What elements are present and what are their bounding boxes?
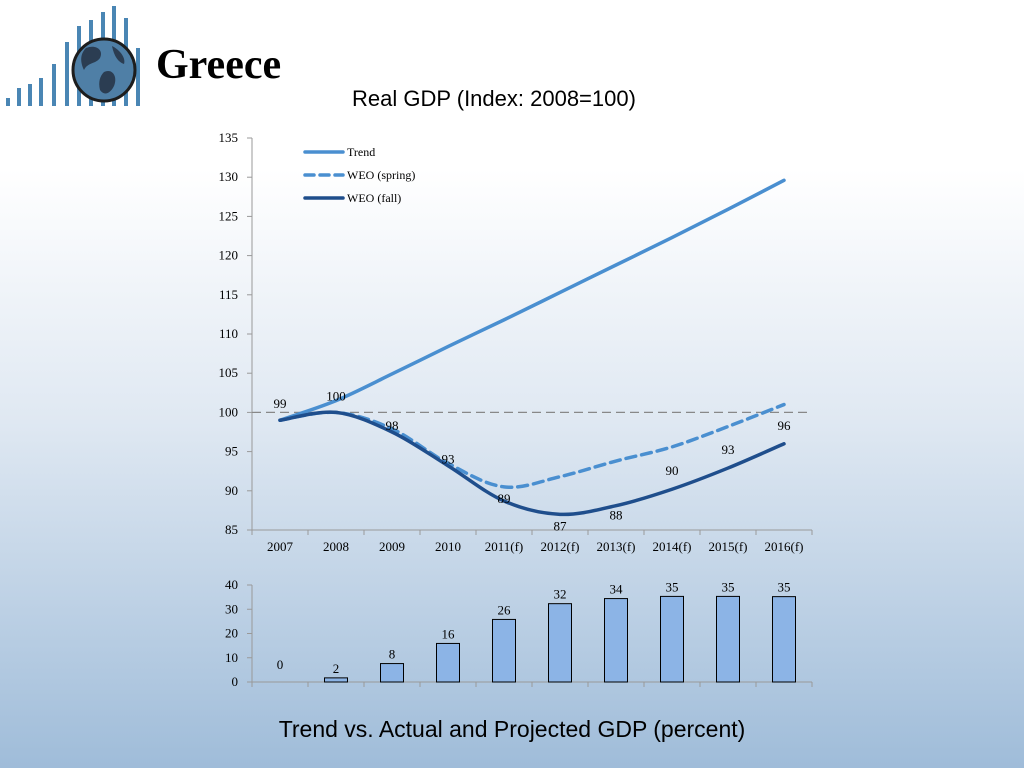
x-tick-label: 2016(f) bbox=[765, 539, 804, 554]
bar-data-label: 34 bbox=[610, 582, 624, 597]
bar-data-label: 35 bbox=[778, 580, 791, 595]
y-tick-label: 135 bbox=[219, 130, 239, 145]
bar-y-tick-label: 0 bbox=[232, 674, 239, 689]
series-trend bbox=[278, 178, 786, 422]
bar-data-label: 8 bbox=[389, 647, 396, 662]
bar bbox=[660, 595, 684, 683]
bar bbox=[324, 677, 348, 683]
bar bbox=[772, 596, 796, 683]
data-label: 88 bbox=[610, 508, 623, 523]
y-tick-label: 115 bbox=[219, 287, 238, 302]
globe-icon bbox=[71, 37, 137, 103]
bar-data-label: 35 bbox=[666, 579, 679, 594]
y-tick-label: 105 bbox=[219, 365, 239, 380]
x-tick-label: 2007 bbox=[267, 539, 294, 554]
data-label: 90 bbox=[666, 463, 679, 478]
legend-label-weo-spring: WEO (spring) bbox=[347, 168, 415, 182]
line-chart-title: Real GDP (Index: 2008=100) bbox=[352, 86, 636, 111]
bar-y-tick-label: 10 bbox=[225, 650, 238, 665]
bar-data-label: 2 bbox=[333, 661, 340, 676]
y-tick-label: 90 bbox=[225, 483, 238, 498]
bar bbox=[436, 642, 460, 683]
x-tick-label: 2008 bbox=[323, 539, 349, 554]
series-weo-fall bbox=[278, 410, 786, 517]
legend-label-trend: Trend bbox=[347, 145, 375, 159]
y-tick-label: 110 bbox=[219, 326, 238, 341]
bar bbox=[548, 603, 572, 683]
slide-title: Greece bbox=[156, 42, 282, 88]
legend-label-weo-fall: WEO (fall) bbox=[347, 191, 401, 205]
y-tick-label: 85 bbox=[225, 522, 238, 537]
data-label: 99 bbox=[274, 396, 287, 411]
bar-data-label: 16 bbox=[442, 626, 456, 641]
bar bbox=[380, 663, 404, 683]
bar-data-label: 32 bbox=[554, 587, 567, 602]
bar-y-tick-label: 30 bbox=[225, 601, 238, 616]
x-tick-label: 2009 bbox=[379, 539, 405, 554]
x-tick-label: 2011(f) bbox=[485, 539, 524, 554]
x-tick-label: 2012(f) bbox=[541, 539, 580, 554]
bar-y-tick-label: 40 bbox=[225, 577, 238, 592]
y-tick-label: 130 bbox=[219, 169, 239, 184]
logo bbox=[6, 6, 140, 106]
data-label: 96 bbox=[778, 418, 792, 433]
data-label: 98 bbox=[386, 418, 399, 433]
bar-data-label: 0 bbox=[277, 657, 284, 672]
y-tick-label: 100 bbox=[219, 404, 239, 419]
bar bbox=[604, 598, 628, 683]
x-tick-label: 2015(f) bbox=[709, 539, 748, 554]
x-tick-label: 2014(f) bbox=[653, 539, 692, 554]
data-label: 93 bbox=[442, 452, 455, 467]
series-weo-spring bbox=[278, 402, 786, 490]
x-tick-label: 2013(f) bbox=[597, 539, 636, 554]
footer-title: Trend vs. Actual and Projected GDP (perc… bbox=[278, 716, 746, 742]
bar-data-label: 26 bbox=[498, 602, 512, 617]
data-label: 93 bbox=[722, 442, 735, 457]
y-tick-label: 125 bbox=[219, 208, 239, 223]
data-label: 87 bbox=[554, 518, 568, 533]
data-label: 89 bbox=[498, 491, 511, 506]
bar-y-tick-label: 20 bbox=[225, 626, 238, 641]
bar-data-label: 35 bbox=[722, 579, 735, 594]
y-tick-label: 95 bbox=[225, 444, 238, 459]
bar bbox=[492, 618, 516, 683]
bar bbox=[716, 595, 740, 683]
y-tick-label: 120 bbox=[219, 248, 239, 263]
x-tick-label: 2010 bbox=[435, 539, 461, 554]
data-label: 100 bbox=[326, 388, 346, 403]
